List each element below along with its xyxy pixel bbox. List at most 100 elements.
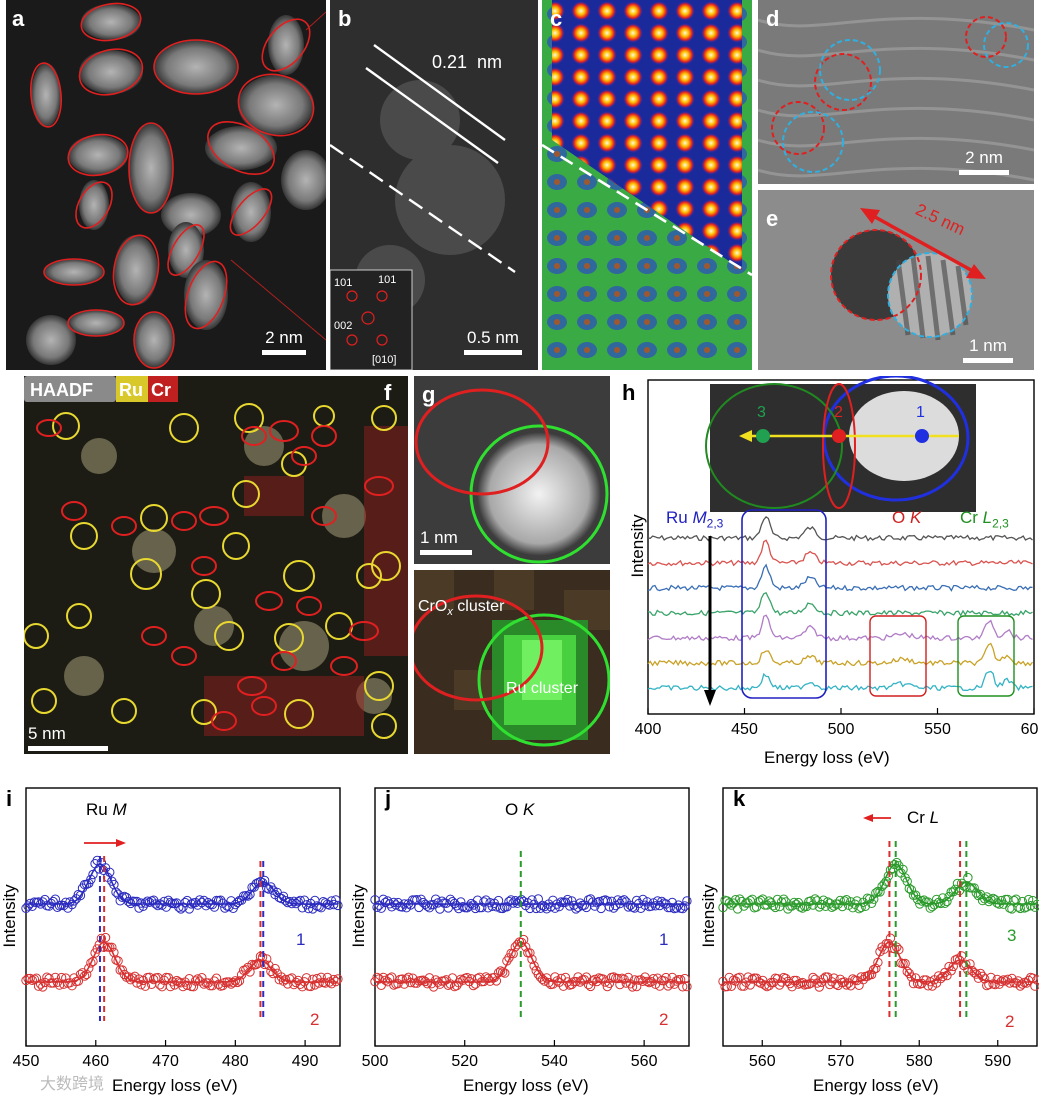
panel-i-plot: 450 460 470 480 490 xyxy=(13,787,343,1070)
fft-spot-2: 101 xyxy=(378,274,397,286)
svg-i-point xyxy=(303,903,314,914)
svg-j-point xyxy=(380,975,391,986)
h-ru-label: Ru M2,3 xyxy=(666,508,723,530)
svg-k-point xyxy=(906,972,917,982)
svg-j-point xyxy=(527,895,537,905)
svg-i-point xyxy=(192,974,203,984)
svg-j-point xyxy=(682,896,692,906)
h-series-s7 xyxy=(647,670,1033,692)
fft-spot-1: 101 xyxy=(334,277,353,289)
svg-k-point xyxy=(774,980,785,990)
svg-i-point xyxy=(148,974,159,985)
h-ok-label: O K xyxy=(892,508,921,528)
svg-k-point xyxy=(952,878,963,889)
svg-k-point xyxy=(856,972,866,982)
svg-j-point xyxy=(428,900,439,910)
svg-i-point xyxy=(262,883,272,893)
svg-j-point xyxy=(562,894,573,905)
panel-i-xlabel: Energy loss (eV) xyxy=(112,1076,238,1095)
legend-cr: Cr xyxy=(151,380,172,400)
h-ru-sub: 2,3 xyxy=(706,516,724,531)
panel-k-curve1: 3 xyxy=(1007,926,1017,945)
svg-k-point xyxy=(869,964,879,975)
svg-i-point xyxy=(331,895,341,905)
svg-i-point xyxy=(333,900,343,911)
svg-k-point xyxy=(919,895,929,905)
svg-i-point xyxy=(232,977,243,988)
svg-j-point xyxy=(623,902,633,912)
svg-j-point xyxy=(608,903,619,913)
svg-i-point xyxy=(266,882,276,892)
svg-j-point xyxy=(560,972,571,983)
svg-j-point xyxy=(483,973,493,984)
panel-j-ylabel: Intensity xyxy=(349,884,368,948)
svg-k-point xyxy=(1032,899,1039,910)
panel-i-title-it: M xyxy=(112,800,127,819)
svg-k-point xyxy=(871,888,881,898)
panel-a: a 2 nm xyxy=(6,0,326,370)
panel-d-label: d xyxy=(766,6,780,31)
panel-a-scalebar: 2 nm xyxy=(254,328,314,355)
svg-i-point xyxy=(56,972,67,983)
panel-j-title-it: K xyxy=(522,800,535,819)
svg-k-point xyxy=(1015,903,1025,914)
h-xlabel: Energy loss (eV) xyxy=(764,748,890,767)
svg-k-point xyxy=(856,902,866,913)
svg-i-point xyxy=(320,978,331,988)
svg-i-point xyxy=(105,867,115,878)
panel-c: c xyxy=(542,0,752,370)
panel-i-curve2: 2 xyxy=(310,1010,320,1029)
svg-i-point xyxy=(234,976,245,986)
svg-i-point xyxy=(92,944,102,954)
svg-i-point xyxy=(117,965,127,975)
panel-a-image xyxy=(6,0,326,370)
h-tick-label: 450 xyxy=(731,721,758,738)
h-ylabel: Intensity xyxy=(628,514,647,578)
svg-k-point xyxy=(730,895,741,905)
svg-k-tick-label: 590 xyxy=(984,1053,1011,1070)
svg-k-point xyxy=(718,902,728,913)
svg-k-point xyxy=(946,966,956,976)
svg-i-point xyxy=(215,895,226,905)
svg-i-point xyxy=(86,874,96,885)
svg-i-point xyxy=(188,982,199,992)
svg-i-point xyxy=(264,884,274,894)
h-cr-sub: 2,3 xyxy=(992,516,1009,531)
panel-c-image xyxy=(542,0,752,370)
svg-k-point xyxy=(829,973,839,983)
crox-cluster-text: CrO xyxy=(418,598,448,615)
svg-k-point xyxy=(745,980,755,990)
svg-j-point xyxy=(663,981,673,991)
svg-i-point xyxy=(29,974,40,985)
svg-j-point xyxy=(631,895,642,906)
panel-g-bottom: CrOx cluster Ru cluster xyxy=(414,570,610,754)
svg-k-point xyxy=(814,982,824,992)
svg-k-point xyxy=(961,959,971,970)
svg-i-point xyxy=(310,980,320,990)
svg-i-point xyxy=(176,904,186,914)
panel-k-label: k xyxy=(733,786,746,811)
svg-j-point xyxy=(665,902,675,913)
panel-e: e 2.5 nm 1 nm xyxy=(758,190,1034,370)
svg-j-tick-label: 500 xyxy=(362,1053,389,1070)
svg-k-point xyxy=(835,895,845,906)
svg-j-point xyxy=(497,967,508,977)
svg-j-point xyxy=(374,974,384,984)
svg-k-tick-label: 570 xyxy=(827,1053,854,1070)
svg-i-point xyxy=(151,899,161,909)
svg-i-point xyxy=(142,896,153,906)
svg-i-point xyxy=(245,889,255,900)
panel-i-label: i xyxy=(6,786,13,811)
svg-k-point xyxy=(881,876,891,887)
svg-i-point xyxy=(111,955,121,965)
panel-k: k 560 570 580 590 Cr L 3 2 Intensity Energy… xyxy=(695,786,1039,1099)
svg-j-point xyxy=(518,934,529,945)
svg-i-point xyxy=(211,973,222,983)
h-cr-l: L xyxy=(982,508,993,527)
svg-j-point xyxy=(623,972,633,983)
svg-k-point xyxy=(776,897,787,907)
svg-i-point xyxy=(182,980,192,991)
svg-j-point xyxy=(678,903,688,914)
ru-cluster-label: Ru cluster xyxy=(506,680,579,697)
h-cr-label: Cr L2,3 xyxy=(960,508,1009,530)
